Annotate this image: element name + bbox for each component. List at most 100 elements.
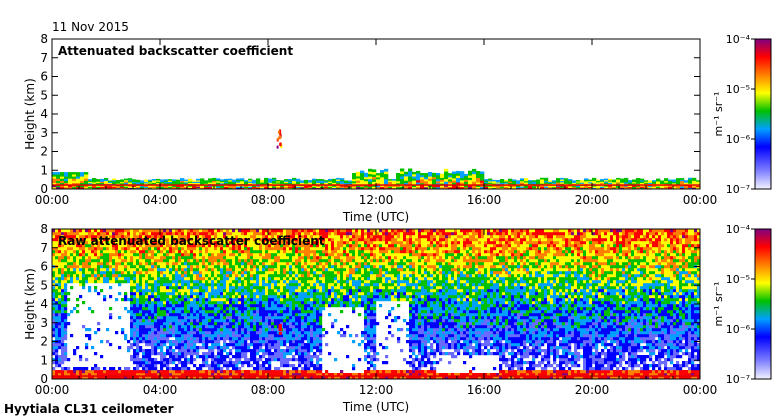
backscatter-cell [244,283,248,287]
backscatter-cell [250,250,254,254]
backscatter-cell [232,181,237,184]
backscatter-cell [100,244,104,248]
backscatter-cell [208,364,212,368]
backscatter-cell [235,268,239,272]
backscatter-cell [52,375,56,377]
backscatter-cell [235,364,239,368]
backscatter-cell [223,241,227,245]
backscatter-cell [64,280,68,284]
backscatter-cell [205,313,209,317]
backscatter-cell [133,325,137,329]
backscatter-cell [61,295,65,299]
backscatter-cell [166,271,170,275]
backscatter-cell [166,289,170,293]
backscatter-cell [229,244,233,248]
backscatter-cell [480,175,485,179]
backscatter-cell [620,179,625,182]
backscatter-cell [262,250,266,254]
backscatter-cell [256,280,260,284]
backscatter-cell [208,244,212,248]
backscatter-cell [496,183,501,185]
backscatter-cell [232,241,236,245]
backscatter-cell [576,180,581,182]
backscatter-cell [190,253,194,257]
backscatter-cell [235,304,239,308]
backscatter-cell [184,286,188,290]
backscatter-cell [235,358,239,362]
backscatter-cell [187,283,191,287]
backscatter-cell [72,176,77,179]
x-tick-label: 20:00 [575,193,610,207]
backscatter-cell [85,334,89,338]
backscatter-cell [64,180,69,183]
backscatter-cell [277,247,281,251]
backscatter-cell [632,184,637,186]
backscatter-cell [208,355,212,359]
backscatter-cell [202,271,206,275]
backscatter-cell [157,250,161,254]
backscatter-cell [118,376,122,380]
backscatter-cell [176,180,181,183]
backscatter-cell [544,184,549,186]
backscatter-cell [247,370,251,374]
backscatter-cell [600,180,605,182]
backscatter-cell [76,274,80,278]
backscatter-cell [235,375,239,377]
backscatter-cell [286,229,290,233]
backscatter-cell [247,375,251,377]
backscatter-cell [528,186,533,189]
backscatter-cell [187,301,191,305]
backscatter-cell [286,280,290,284]
backscatter-cell [560,183,565,186]
backscatter-cell [332,178,337,181]
backscatter-cell [262,304,266,308]
backscatter-cell [61,346,65,350]
backscatter-cell [97,238,101,242]
backscatter-cell [292,177,297,180]
backscatter-cell [61,271,65,275]
backscatter-cell [296,181,301,183]
backscatter-cell [223,244,227,248]
backscatter-cell [289,268,293,272]
backscatter-cell [169,235,173,239]
backscatter-cell [55,325,59,329]
backscatter-cell [175,325,179,329]
backscatter-cell [160,331,164,335]
backscatter-cell [211,343,215,347]
backscatter-cell [96,186,101,188]
backscatter-cell [160,268,164,272]
backscatter-cell [187,313,191,317]
backscatter-cell [172,283,176,287]
backscatter-cell [79,358,83,362]
backscatter-cell [178,277,182,281]
backscatter-cell [145,289,149,293]
backscatter-cell [166,286,170,290]
backscatter-cell [60,182,65,186]
backscatter-cell [604,178,609,181]
backscatter-cell [250,337,254,341]
backscatter-cell [217,238,221,242]
backscatter-cell [596,179,601,182]
backscatter-cell [151,292,155,296]
backscatter-cell [274,247,278,251]
backscatter-cell [259,244,263,248]
backscatter-cell [289,262,293,266]
backscatter-cell [253,358,257,362]
backscatter-cell [289,253,293,257]
backscatter-cell [283,376,287,380]
backscatter-cell [256,274,260,278]
backscatter-cell [154,292,158,296]
backscatter-cell [604,184,609,186]
backscatter-cell [214,232,218,236]
backscatter-cell [211,307,215,311]
backscatter-cell [272,179,277,181]
backscatter-cell [250,358,254,362]
backscatter-cell [200,181,205,183]
backscatter-cell [460,184,465,188]
backscatter-cell [124,241,128,245]
backscatter-cell [64,283,68,287]
backscatter-cell [268,310,272,314]
backscatter-cell [124,229,128,233]
backscatter-cell [235,355,239,359]
backscatter-cell [220,331,224,335]
